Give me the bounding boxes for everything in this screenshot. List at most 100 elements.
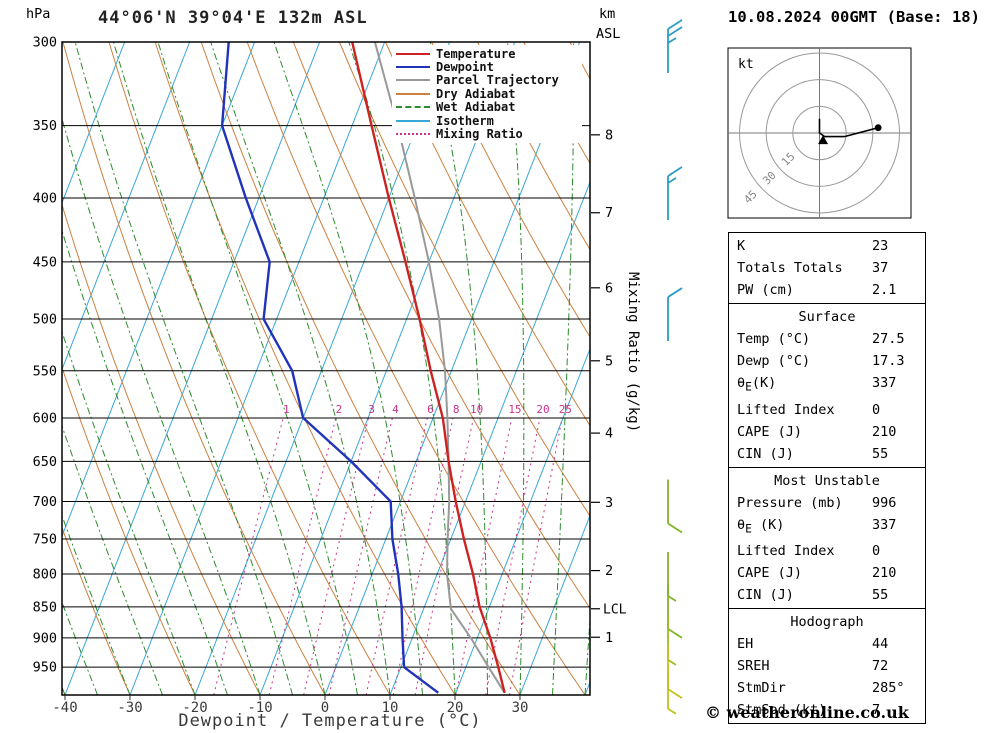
station-title: 44°06'N 39°04'E 132m ASL xyxy=(98,8,368,28)
legend-label: Mixing Ratio xyxy=(436,127,523,142)
legend-label: Dewpoint xyxy=(436,60,494,75)
legend-row: Mixing Ratio xyxy=(396,127,582,140)
stat-value: 17.3 xyxy=(872,353,905,369)
mixing-ratio-value-label: 4 xyxy=(392,403,399,416)
legend-row: Isotherm xyxy=(396,114,582,127)
pressure-tick-label: 300 xyxy=(33,35,57,51)
panel-title: Surface xyxy=(798,309,856,325)
legend-row: Dry Adiabat xyxy=(396,87,582,100)
pressure-tick-label: 400 xyxy=(33,191,57,207)
pressure-tick-label: 350 xyxy=(33,118,57,134)
stat-value: 72 xyxy=(872,658,889,675)
legend-line-sample xyxy=(396,92,430,95)
legend-line-sample xyxy=(396,79,430,82)
copyright: © weatheronline.co.uk xyxy=(705,703,909,722)
pressure-tick-label: 450 xyxy=(33,254,57,270)
isotherm-line xyxy=(454,347,590,695)
dry-adiabat-line xyxy=(62,526,131,695)
wind-barb xyxy=(667,166,683,221)
pressure-unit-label: hPa xyxy=(26,6,51,22)
panel-title: Most Unstable xyxy=(774,472,880,489)
wind-barb xyxy=(667,19,683,73)
legend-line-sample xyxy=(396,119,430,122)
temp-tick-label: 0 xyxy=(321,700,329,716)
wind-barb xyxy=(667,645,683,699)
km-tick-label: 8 xyxy=(605,127,613,143)
stat-value: 285° xyxy=(872,680,905,697)
dry-adiabat-line xyxy=(385,42,590,427)
isotherm-line xyxy=(389,180,590,695)
stat-label: PW (cm) xyxy=(737,282,794,298)
wet-adiabat-line xyxy=(62,424,163,695)
stat-label: θE(K) xyxy=(737,375,777,394)
indices-panel: Most Unstable Pressure (mb) 996 θE (K) 337 Li… xyxy=(728,466,926,610)
mixing-ratio-value-label: 10 xyxy=(470,403,483,416)
mixing-ratio-value-label: 2 xyxy=(336,403,343,416)
km-tick-label: 4 xyxy=(605,426,613,442)
stat-label: CAPE (J) xyxy=(737,423,803,440)
stat-row: Lifted Index 0 xyxy=(729,399,925,421)
km-tick-label: 6 xyxy=(605,280,613,296)
wind-barb xyxy=(667,584,683,639)
mixing-ratio-value-label: 6 xyxy=(427,403,434,416)
stat-value: 210 xyxy=(872,423,897,440)
altitude-unit-asl-label: ASL xyxy=(596,26,621,42)
panel-title: Hodograph xyxy=(790,614,864,631)
temp-tick-label: -30 xyxy=(117,700,142,716)
stat-value: 0 xyxy=(872,543,881,560)
pressure-tick-label: 850 xyxy=(33,599,57,615)
hodograph-trace xyxy=(818,118,879,138)
wet-adiabat-line xyxy=(62,116,261,695)
wind-barb xyxy=(667,479,683,534)
isotherm-line xyxy=(194,42,451,695)
wet-adiabat-line xyxy=(74,42,293,695)
stat-value: 337 xyxy=(872,375,897,391)
legend-row: Dewpoint xyxy=(396,60,582,73)
indices-panel: Surface Temp (°C) 27.5 Dewp (°C) 17.3 θE(K) 33… xyxy=(728,303,926,468)
profiles xyxy=(220,42,506,694)
stat-value: 0 xyxy=(872,401,881,418)
pressure-tick-label: 650 xyxy=(33,454,57,470)
isotherm-line xyxy=(62,42,256,538)
stat-label: Lifted Index xyxy=(737,543,835,560)
hodograph-ring xyxy=(765,79,874,187)
stat-value: 44 xyxy=(872,636,889,653)
skewt-background xyxy=(62,42,590,695)
stat-row: CIN (J) 55 xyxy=(729,584,925,606)
mixing-ratio-line xyxy=(213,417,284,695)
stat-row: SREH 72 xyxy=(729,655,925,677)
stat-row: CAPE (J) 210 xyxy=(729,562,925,584)
isotherm-line xyxy=(324,42,581,695)
mixing-ratio-line xyxy=(303,417,369,695)
legend-label: Wet Adiabat xyxy=(436,100,516,115)
pressure-tick-label: 500 xyxy=(33,312,57,328)
legend-line-sample xyxy=(396,66,430,69)
indices-panel: Hodograph EH 44 SREH 72 StmDir 285° StmSpd (kt)… xyxy=(728,608,926,725)
x-axis-label: Dewpoint / Temperature (°C) xyxy=(178,711,482,731)
stat-label: StmSpd (kt) xyxy=(737,702,827,719)
stat-label: Pressure (mb) xyxy=(737,494,843,511)
temp-tick-label: -40 xyxy=(52,700,77,716)
stat-label: θE (K) xyxy=(737,516,785,536)
stat-label: SREH xyxy=(737,658,770,675)
km-tick-label: 7 xyxy=(605,205,613,221)
stat-row: StmDir 285° xyxy=(729,677,925,699)
stat-value: 23 xyxy=(872,238,889,254)
hodograph-ring xyxy=(792,105,847,161)
mixing-ratio-value-label: 3 xyxy=(368,403,375,416)
stat-value: 55 xyxy=(872,445,889,462)
stat-label: K xyxy=(737,238,746,254)
wind-barb xyxy=(667,551,677,602)
wind-barb xyxy=(667,664,677,715)
km-tick-label: 2 xyxy=(605,563,613,579)
legend-row: Parcel Trajectory xyxy=(396,74,582,87)
isotherm-line xyxy=(259,42,516,695)
temp-tick-label: -20 xyxy=(182,700,207,716)
stat-label: Lifted Index xyxy=(737,401,835,418)
stat-value: 27.5 xyxy=(872,331,905,347)
stat-row: Lifted Index 0 xyxy=(729,540,925,562)
stat-value: 2.1 xyxy=(872,282,897,298)
wind-barb-column xyxy=(667,19,683,715)
stat-value: 55 xyxy=(872,587,889,604)
